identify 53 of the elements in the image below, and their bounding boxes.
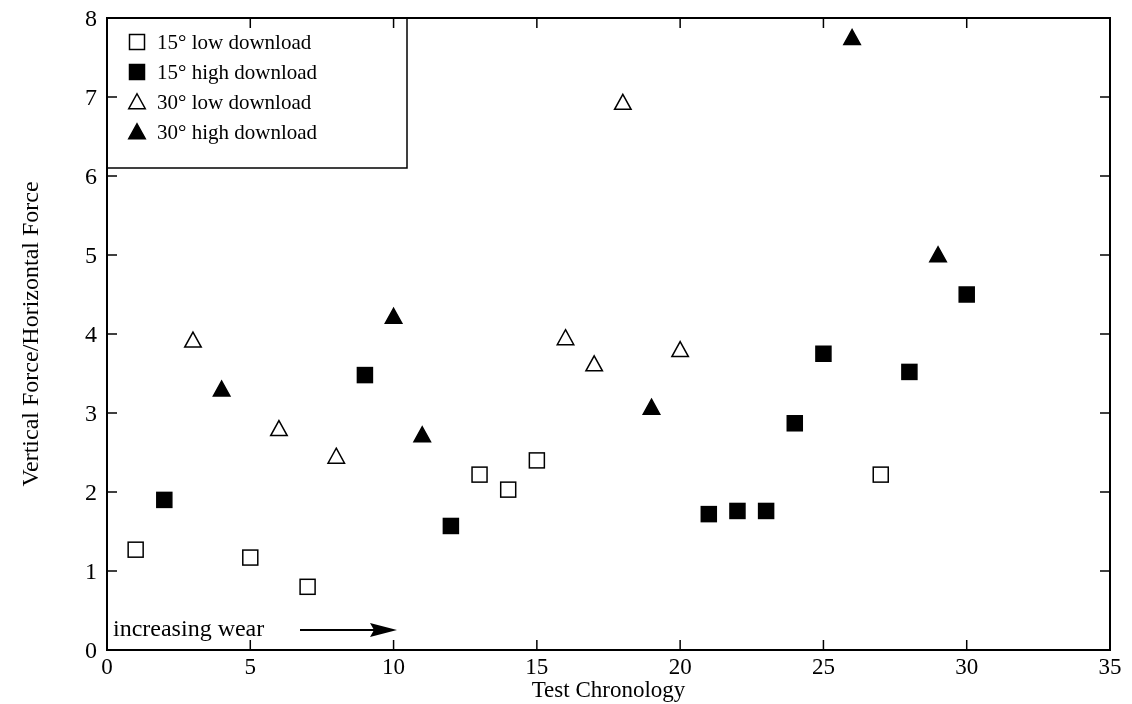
x-tick-label: 30: [955, 654, 979, 679]
point: [384, 307, 403, 325]
point: [413, 426, 432, 443]
legend-label: 30° high download: [157, 120, 318, 145]
y-tick-label: 2: [85, 479, 97, 506]
x-tick-label: 35: [1098, 654, 1122, 679]
point: [872, 466, 889, 483]
x-tick-label: 15: [525, 654, 549, 679]
point: [843, 28, 862, 46]
x-tick-label: 10: [382, 654, 406, 679]
x-tick-label: 5: [244, 654, 257, 679]
y-tick-label: 7: [85, 84, 97, 111]
point: [156, 491, 173, 509]
legend-label: 30° low download: [157, 90, 312, 115]
annotation: increasing wear: [113, 615, 265, 641]
y-tick-label: 8: [85, 5, 97, 32]
point: [757, 502, 775, 520]
y-tick-label: 5: [85, 242, 97, 269]
legend-label: 15° low download: [157, 30, 312, 55]
point: [528, 452, 546, 469]
point: [585, 355, 604, 372]
point: [299, 578, 316, 596]
point: [127, 541, 144, 558]
point: [556, 328, 575, 346]
x-tick-label: 20: [668, 654, 692, 679]
point: [356, 366, 374, 384]
point: [212, 380, 231, 397]
y-tick-label: 1: [85, 558, 97, 585]
x-axis-title: Test Chronology: [531, 677, 686, 702]
y-axis-title: Vertical Force/Horizontal Force: [17, 181, 43, 487]
y-tick-label: 3: [85, 400, 97, 427]
point: [671, 340, 690, 358]
point: [471, 466, 488, 483]
point: [729, 502, 746, 520]
point: [442, 517, 460, 535]
y-tick-label: 6: [85, 163, 97, 190]
point: [242, 549, 259, 566]
point: [183, 331, 202, 348]
point: [499, 481, 517, 498]
point: [700, 505, 718, 523]
point: [929, 246, 948, 263]
point: [786, 415, 804, 432]
point: [642, 398, 661, 415]
point: [269, 419, 288, 437]
point: [901, 363, 918, 381]
point: [815, 345, 832, 362]
point: [327, 447, 346, 464]
point: [613, 93, 632, 111]
x-tick-label: 0: [101, 654, 113, 679]
y-tick-label: 4: [85, 321, 97, 348]
legend-label: 15° high download: [157, 60, 318, 85]
x-tick-label: 25: [811, 654, 835, 679]
point: [958, 286, 975, 303]
